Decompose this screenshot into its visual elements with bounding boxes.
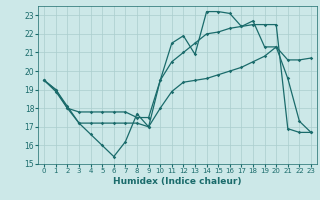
X-axis label: Humidex (Indice chaleur): Humidex (Indice chaleur) bbox=[113, 177, 242, 186]
